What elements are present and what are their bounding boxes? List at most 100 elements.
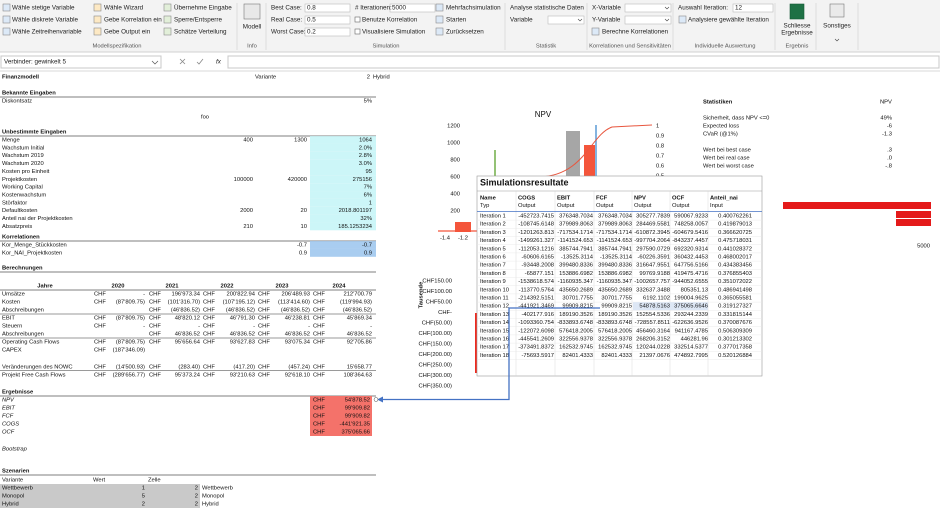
cell-value[interactable]: 805351.13 — [681, 287, 708, 293]
input-box[interactable] — [732, 3, 774, 13]
ribbon-button[interactable]: Analysiere gewählte Iteration — [688, 17, 769, 24]
ribbon-icon[interactable] — [163, 27, 172, 36]
cell-value[interactable]: 456460.3164 — [636, 328, 671, 334]
ribbon-button[interactable]: Sonstiges — [823, 23, 851, 30]
ribbon-button[interactable]: Best Case: — [271, 5, 302, 12]
row-label[interactable]: Iteration 18 — [480, 353, 509, 359]
cell-value[interactable]: -112053.1216 — [519, 246, 554, 252]
cell-value[interactable]: 376348.7034 — [598, 214, 633, 220]
dropdown-caret[interactable] — [664, 6, 670, 10]
cell-value[interactable]: -944052.6555 — [672, 279, 708, 285]
checkbox[interactable] — [354, 28, 361, 35]
cell-value[interactable]: 152554.5336 — [636, 312, 670, 318]
ribbon-button[interactable]: Gebe Output ein — [104, 29, 151, 36]
cell-value[interactable]: -833893.6748 — [557, 320, 593, 326]
cell-value[interactable]: -1093360.754 — [518, 320, 555, 326]
cell-value[interactable]: 6192.1102 — [643, 296, 670, 302]
input-box[interactable] — [389, 3, 436, 13]
cell-value[interactable]: -717534.1714 — [596, 230, 633, 236]
cell-value[interactable]: 99909.8215 — [601, 304, 632, 310]
ribbon-button[interactable]: Zurücksetzen — [446, 29, 484, 36]
row-label[interactable]: Iteration 14 — [480, 320, 510, 326]
cell-value[interactable]: 162532.9745 — [598, 345, 632, 351]
ribbon-icon[interactable] — [2, 3, 11, 12]
cell-value[interactable]: 379989.8063 — [598, 222, 632, 228]
cell-value[interactable]: 375065.6646 — [674, 304, 708, 310]
cell-value[interactable]: 435650.2689 — [559, 287, 593, 293]
ribbon-button[interactable]: 5000 — [392, 5, 407, 12]
cell-value[interactable]: -113770.5764 — [519, 287, 555, 293]
ribbon-button[interactable]: Wähle stetige Variable — [12, 5, 75, 12]
cell-value[interactable]: -445541.2609 — [518, 337, 554, 343]
cell-value[interactable]: 0.366620725 — [718, 230, 752, 236]
cell-value[interactable]: 293244.2339 — [674, 312, 708, 318]
cell-value[interactable]: 590067.9233 — [674, 214, 708, 220]
cell-value[interactable]: 360432.4453 — [674, 255, 708, 261]
ribbon-icon[interactable] — [2, 27, 11, 36]
cancel-icon[interactable] — [179, 58, 186, 65]
cell-value[interactable]: 0.370087676 — [718, 320, 752, 326]
cell-value[interactable]: 0.377017358 — [718, 345, 752, 351]
ribbon-button[interactable]: Real Case: — [271, 17, 302, 24]
row-label[interactable]: Iteration 11 — [480, 296, 509, 302]
cell-value[interactable]: -610872.3945 — [634, 230, 670, 236]
cell-value[interactable]: -13525.3114 — [561, 255, 594, 261]
cell-value[interactable]: 322556.9378 — [559, 337, 593, 343]
ribbon-icon[interactable] — [678, 15, 687, 24]
model-icon[interactable] — [243, 3, 261, 20]
cell-value[interactable]: -1499261.327 — [518, 238, 554, 244]
cell-value[interactable]: 120244.0228 — [636, 345, 670, 351]
excel-icon[interactable] — [789, 3, 805, 20]
cell-value[interactable]: 399480.8336 — [559, 263, 593, 269]
cell-value[interactable]: -717534.1714 — [557, 230, 594, 236]
cell-value[interactable]: -1002657.757 — [634, 279, 670, 285]
cell-value[interactable]: 82401.4333 — [562, 353, 593, 359]
cell-value[interactable]: 0.434383456 — [718, 263, 752, 269]
row-label[interactable]: Iteration 13 — [480, 312, 509, 318]
ribbon-icon[interactable] — [591, 27, 600, 36]
cell-value[interactable]: 30701.7755 — [601, 296, 632, 302]
cell-value[interactable]: -1160935.347 — [558, 279, 593, 285]
cell-value[interactable]: -604679.5416 — [672, 230, 708, 236]
cell-value[interactable]: 0.351072022 — [718, 279, 752, 285]
ribbon-button[interactable]: Y-Variable — [592, 17, 621, 24]
row-label[interactable]: Iteration 6 — [480, 255, 506, 261]
cell-value[interactable]: -1141524.653 — [597, 238, 632, 244]
cell-value[interactable]: 82401.4333 — [601, 353, 632, 359]
ribbon-button[interactable]: 0.5 — [307, 17, 316, 24]
cell-value[interactable]: -60226.3591 — [637, 255, 670, 261]
cell-value[interactable]: 332637.3488 — [636, 287, 670, 293]
cell-value[interactable]: -1141524.653 — [558, 238, 593, 244]
ribbon-button[interactable]: Berechne Korrelationen — [602, 29, 669, 36]
ribbon-icon[interactable] — [163, 15, 172, 24]
row-label[interactable]: Iteration 3 — [480, 230, 506, 236]
cell-value[interactable]: 322556.9378 — [598, 337, 632, 343]
ribbon-button[interactable]: Visualisiere Simulation — [362, 29, 426, 36]
dropdown[interactable] — [624, 15, 672, 25]
formula-input[interactable] — [227, 55, 940, 69]
checkbox[interactable] — [354, 16, 361, 23]
cell-value[interactable]: 54878.5163 — [639, 304, 670, 310]
cell-value[interactable]: 0.506309309 — [718, 328, 752, 334]
cell-value[interactable]: 0.301213302 — [718, 337, 752, 343]
ribbon-button[interactable]: # Iterationen: — [355, 5, 392, 12]
ribbon-icon[interactable] — [93, 3, 102, 12]
ribbon-button[interactable]: Wähle Zeitreihenvariable — [12, 29, 82, 36]
name-box[interactable] — [0, 55, 162, 69]
ribbon-icon[interactable] — [163, 3, 172, 12]
row-label[interactable]: Iteration 12 — [480, 304, 509, 310]
cell-value[interactable]: 0.441028372 — [718, 246, 752, 252]
cell-value[interactable]: 99769.9188 — [639, 271, 670, 277]
cell-value[interactable]: -93448.2008 — [521, 263, 554, 269]
cell-value[interactable]: 189190.3526 — [598, 312, 632, 318]
cell-value[interactable]: 189190.3526 — [559, 312, 593, 318]
fx-label[interactable]: fx — [216, 59, 222, 66]
cell-value[interactable]: 0.376855403 — [718, 271, 752, 277]
row-label[interactable]: Iteration 7 — [480, 263, 506, 269]
cell-value[interactable]: 162532.9745 — [559, 345, 593, 351]
cell-value[interactable]: 0.475718031 — [718, 238, 752, 244]
ribbon-button[interactable]: 0.2 — [307, 29, 316, 36]
cell-value[interactable]: 284469.5581 — [636, 222, 670, 228]
ribbon-button[interactable]: Wähle Wizard — [104, 5, 144, 12]
cell-value[interactable]: -1538618.574 — [518, 279, 555, 285]
